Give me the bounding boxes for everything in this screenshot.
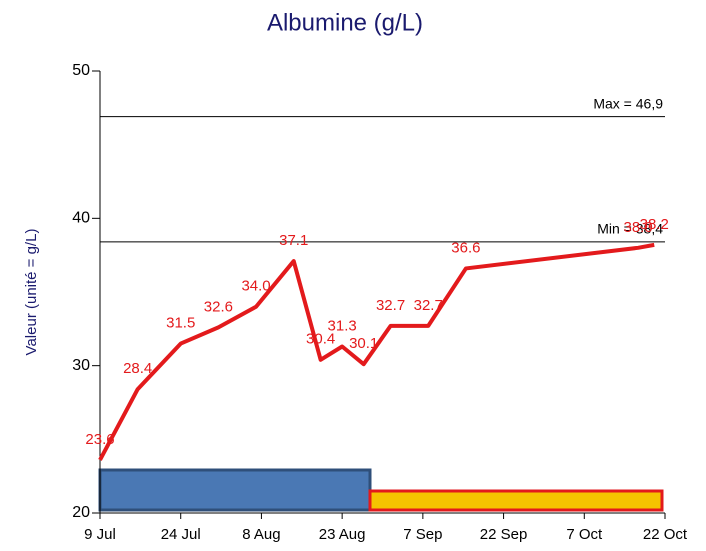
- y-axis-label: Valeur (unité = g/L): [23, 229, 40, 356]
- chart-title: Albumine (g/L): [267, 9, 423, 36]
- x-tick-label: 7 Oct: [566, 526, 603, 543]
- x-tick-label: 9 Jul: [84, 526, 116, 543]
- y-tick-label: 20: [72, 504, 90, 521]
- data-label: 31.3: [328, 317, 357, 334]
- period-band: [98, 468, 372, 512]
- period-band: [368, 489, 664, 512]
- reference-label: Min = 38,4: [597, 221, 663, 237]
- data-label: 32.7: [414, 297, 443, 314]
- data-label: 30.4: [306, 331, 335, 348]
- x-tick-label: 7 Sep: [403, 526, 442, 543]
- data-label: 34.0: [241, 278, 270, 295]
- data-label: 37.1: [279, 232, 308, 249]
- x-tick-label: 23 Aug: [319, 526, 366, 543]
- x-tick-label: 22 Sep: [480, 526, 528, 543]
- data-label: 30.1: [349, 335, 378, 352]
- data-label: 32.6: [204, 298, 233, 315]
- y-tick-label: 50: [72, 62, 90, 79]
- x-tick-label: 24 Jul: [161, 526, 201, 543]
- x-tick-label: 22 Oct: [643, 526, 688, 543]
- x-tick-label: 8 Aug: [242, 526, 280, 543]
- data-line: [98, 242, 655, 461]
- data-label: 38.2: [640, 216, 669, 233]
- reference-label: Max = 46,9: [593, 95, 663, 111]
- data-label: 32.7: [376, 297, 405, 314]
- y-tick-label: 40: [72, 210, 90, 227]
- data-label: 28.4: [123, 360, 152, 377]
- y-tick-label: 30: [72, 357, 90, 374]
- data-label: 31.5: [166, 315, 195, 332]
- data-label: 38.0: [623, 219, 652, 236]
- data-label: 23.6: [85, 431, 114, 448]
- data-label: 36.6: [451, 239, 480, 256]
